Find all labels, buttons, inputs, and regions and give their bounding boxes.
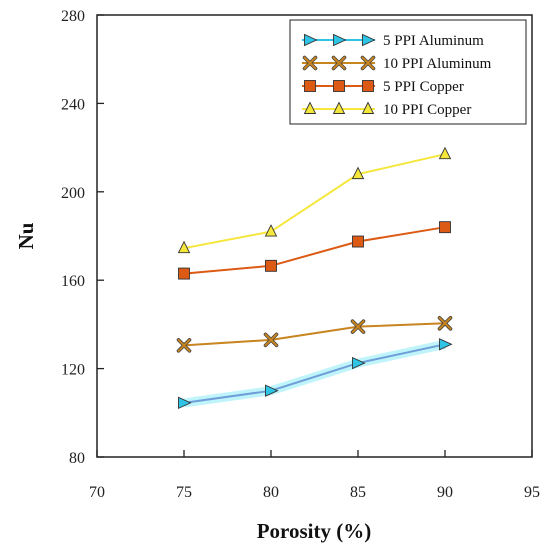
marker-fill bbox=[438, 316, 452, 330]
legend-box bbox=[289, 19, 527, 125]
data-point bbox=[352, 356, 366, 370]
legend-marker bbox=[302, 55, 318, 71]
y-tick-label: 280 bbox=[61, 8, 85, 25]
legend-item-3: 10 PPI Copper bbox=[302, 101, 471, 118]
series-0 bbox=[178, 338, 453, 410]
legend-marker bbox=[331, 55, 347, 71]
data-point bbox=[176, 338, 192, 353]
legend-label: 5 PPI Aluminum bbox=[383, 33, 484, 49]
series-3 bbox=[177, 146, 452, 254]
legend-marker bbox=[362, 33, 376, 47]
marker-fill bbox=[351, 320, 365, 334]
y-tick-label: 200 bbox=[61, 185, 85, 202]
data-point bbox=[352, 235, 364, 248]
marker-fill bbox=[177, 338, 191, 352]
data-point bbox=[264, 224, 278, 237]
legend-marker bbox=[332, 101, 346, 114]
series-1 bbox=[176, 315, 453, 353]
x-tick-label: 75 bbox=[176, 484, 192, 501]
legend-marker bbox=[304, 33, 318, 47]
data-point bbox=[263, 332, 279, 348]
y-tick-label: 240 bbox=[61, 96, 85, 113]
legend-marker bbox=[333, 33, 347, 47]
axis-ticks: 70 75 80 85 90 95 80 120 160 200 240 280 bbox=[61, 8, 540, 501]
data-point bbox=[439, 221, 451, 234]
series-line bbox=[183, 153, 446, 250]
x-tick-label: 90 bbox=[437, 484, 453, 501]
y-tick-label: 160 bbox=[61, 273, 85, 290]
data-point bbox=[350, 319, 366, 334]
y-axis-title: Nu bbox=[14, 222, 38, 249]
legend-item-1: 10 PPI Aluminum bbox=[302, 55, 492, 72]
legend-marker bbox=[361, 101, 375, 114]
data-point bbox=[178, 396, 192, 410]
data-point bbox=[177, 240, 191, 254]
legend-marker bbox=[304, 80, 316, 92]
legend-label: 5 PPI Copper bbox=[383, 79, 464, 95]
plot-frame bbox=[96, 14, 533, 458]
legend-label: 10 PPI Copper bbox=[383, 102, 471, 118]
y-tick-label: 80 bbox=[69, 450, 85, 467]
x-tick-label: 95 bbox=[524, 484, 540, 501]
marker-fill bbox=[332, 56, 346, 70]
marker-fill bbox=[303, 56, 317, 70]
series-layer bbox=[176, 146, 453, 410]
legend-marker bbox=[360, 55, 376, 71]
legend-marker bbox=[362, 80, 374, 92]
series-line bbox=[183, 226, 446, 275]
series-line bbox=[183, 343, 446, 404]
marker-fill bbox=[264, 333, 278, 347]
y-tick-label: 120 bbox=[61, 362, 85, 379]
data-point bbox=[438, 146, 452, 160]
marker-fill bbox=[361, 56, 375, 70]
x-tick-label: 70 bbox=[89, 484, 105, 501]
legend-marker bbox=[303, 101, 317, 114]
x-tick-label: 80 bbox=[263, 484, 279, 501]
data-point bbox=[265, 259, 277, 272]
data-point bbox=[265, 384, 279, 397]
series-line bbox=[183, 322, 446, 347]
data-point bbox=[439, 338, 453, 351]
data-point bbox=[437, 315, 453, 331]
x-axis-title: Porosity (%) bbox=[257, 519, 372, 543]
data-point bbox=[351, 166, 365, 180]
data-point bbox=[178, 267, 190, 280]
legend-label: 10 PPI Aluminum bbox=[383, 56, 492, 72]
legend-marker bbox=[333, 80, 345, 92]
legend-item-2: 5 PPI Copper bbox=[302, 79, 464, 95]
x-tick-label: 85 bbox=[350, 484, 366, 501]
legend-item-0: 5 PPI Aluminum bbox=[302, 33, 484, 49]
legend: 5 PPI Aluminum 10 PPI Aluminum 5 PPI Coppe… bbox=[289, 19, 527, 125]
series-2 bbox=[178, 221, 451, 280]
